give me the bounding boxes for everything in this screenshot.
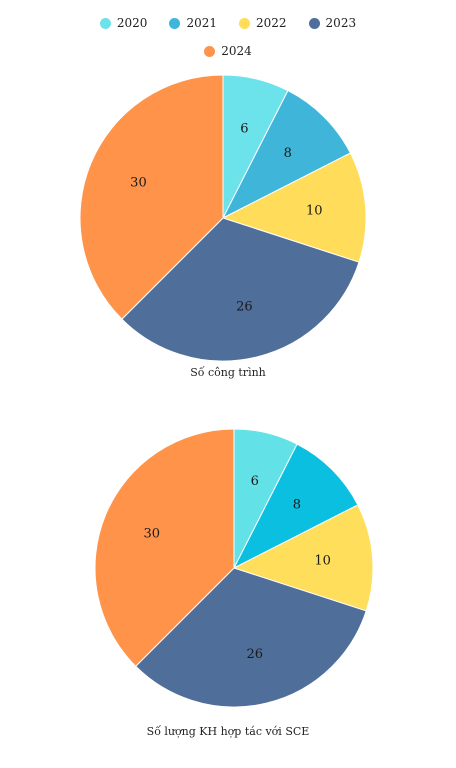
pie-slice-label-2022: 10 <box>306 203 323 218</box>
pie-slice-label-2023: 26 <box>246 647 263 662</box>
legend-label-2021: 2021 <box>186 16 217 30</box>
pie-title-so-cong-trinh: Số công trình <box>190 366 266 379</box>
pie-slice-2022[interactable] <box>232 504 374 612</box>
legend-label-2020: 2020 <box>116 16 148 30</box>
pie-chart-so-cong-trinh: 6 8 10 26 30 <box>79 74 367 362</box>
pie-slice-label-2022: 10 <box>314 554 331 569</box>
pie-slice-label-2021: 8 <box>293 498 301 513</box>
legend-item-2021[interactable]: 2021 <box>169 14 217 32</box>
pie-slice-2021[interactable] <box>221 89 352 220</box>
pie-slice-label-2024: 30 <box>144 526 161 541</box>
legend-item-2022[interactable]: 2022 <box>239 14 287 32</box>
pie-slice-label-2021: 8 <box>284 146 292 161</box>
legend-item-2020[interactable]: 2020 <box>99 14 148 32</box>
legend-item-2024[interactable]: 2024 <box>204 42 252 60</box>
pie-slice-2022[interactable] <box>221 152 367 263</box>
legend-swatch-2020 <box>99 17 111 29</box>
pie-slice-2024[interactable] <box>94 428 235 667</box>
chart-legend: 2020 2021 2022 2023 2024 <box>0 14 456 60</box>
pie-slice-label-2023: 26 <box>236 299 253 314</box>
legend-swatch-2024 <box>204 45 216 57</box>
pie-slice-2023[interactable] <box>135 567 367 708</box>
legend-label-2023: 2023 <box>325 16 357 30</box>
pie-slice-label-2020: 6 <box>240 122 248 137</box>
pie-slice-label-2020: 6 <box>251 474 259 489</box>
legend-item-2023[interactable]: 2023 <box>308 14 357 32</box>
legend-label-2024: 2024 <box>221 44 252 58</box>
pie-slice-2023[interactable] <box>121 217 360 362</box>
pie-chart-so-luong-kh: 6 8 10 26 30 <box>94 428 374 708</box>
legend-swatch-2023 <box>308 17 320 29</box>
pie-slice-2024[interactable] <box>79 74 224 320</box>
pie-slice-label-2024: 30 <box>130 175 147 190</box>
legend-label-2022: 2022 <box>256 16 287 30</box>
legend-row-1: 2020 2021 2022 2023 <box>0 14 456 32</box>
legend-row-2: 2024 <box>0 42 456 60</box>
legend-swatch-2021 <box>169 17 181 29</box>
pie-title-so-luong-kh: Số lượng KH hợp tác với SCE <box>146 725 310 738</box>
pie-slice-2021[interactable] <box>232 443 359 570</box>
legend-swatch-2022 <box>239 17 250 29</box>
